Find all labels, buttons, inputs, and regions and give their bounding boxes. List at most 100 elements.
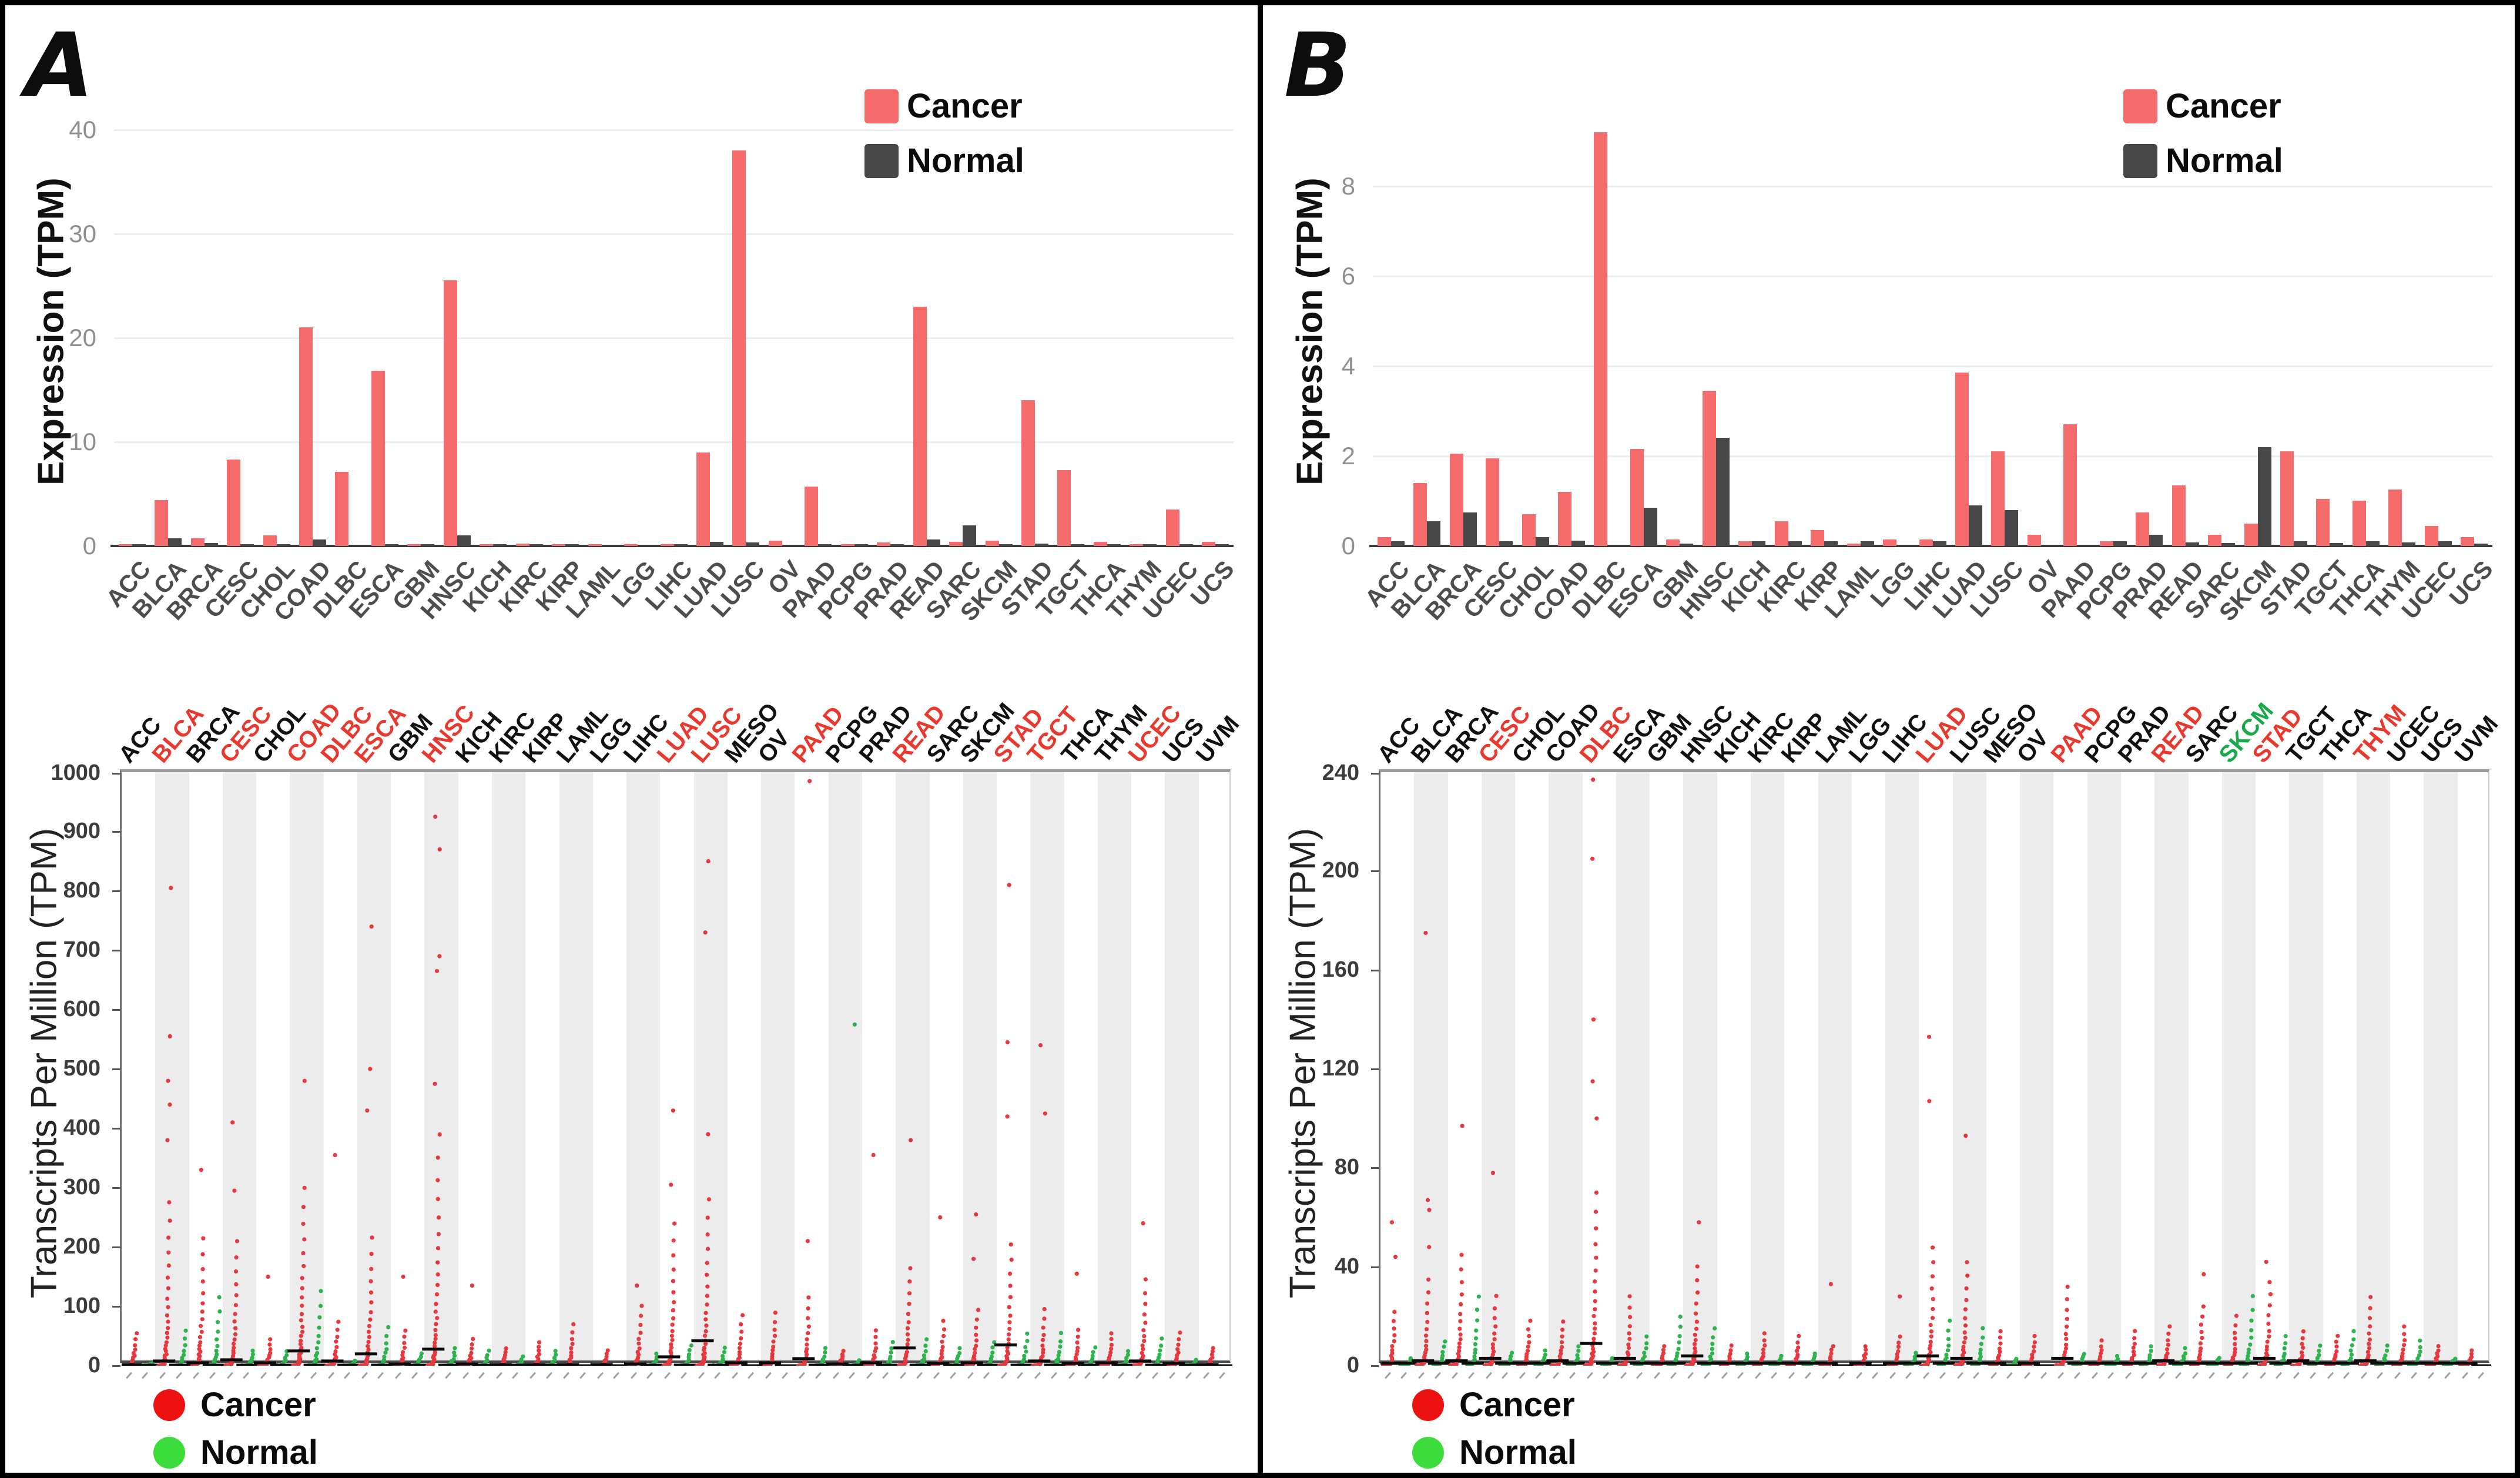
sample-size-tick [545,1372,552,1379]
panel-a-tpm-strip-chart: 0 100 200 300 400 500 600 700 800 900 1000 [51,760,1232,1378]
normal-bar-STAD [1035,544,1049,546]
cancer-median-bar-UVM [1196,1363,1219,1366]
cancer-dot-ESCA [1627,1336,1632,1341]
cancer-dot-BRCA [201,1291,206,1296]
normal-dot-THYM [2385,1348,2390,1353]
normal-bar-KICH [1752,541,1766,546]
cancer-dot-TGCT [2300,1336,2305,1340]
normal-dot-SKCM [2248,1342,2253,1347]
normal-dot-ESCA [382,1355,387,1359]
cancer-median-bar-UCEC [1129,1359,1152,1363]
cancer-dot-SARC [2200,1336,2204,1340]
cancer-dot-BLCA [165,1275,170,1280]
cancer-outlier-CESC [230,1120,235,1125]
sample-size-tick [2159,1372,2166,1379]
cancer-outlier-LUSC [706,1132,711,1137]
normal-bar-PRAD [2149,534,2163,546]
cancer-dot-LIHC [638,1322,643,1328]
normal-median-bar-UCS [2437,1362,2460,1365]
cancer-dot-BRCA [1459,1292,1464,1297]
normal-dot-LUAD [1946,1343,1951,1348]
cancer-dot-PAAD [2064,1336,2069,1341]
cancer-bar-PAAD [805,487,819,546]
cancer-dot-THYM [1109,1331,1114,1336]
cancer-dot-ACC [1392,1326,1396,1331]
sample-size-tick [1654,1372,1661,1379]
cancer-dot-LUSC [705,1232,710,1237]
normal-median-bar-LUSC [1966,1362,1989,1365]
y-axis-tick-label: 2 [1341,441,1355,470]
normal-dot-ESCA [1644,1334,1649,1339]
cancer-outlier-BLCA [1427,1245,1432,1249]
normal-bar-UCS [1215,544,1229,546]
cancer-dot-HNSC [435,1155,440,1160]
cancer-dot-LUSC [1963,1307,1968,1312]
sample-size-tick [646,1372,654,1379]
cancer-dot-GBM [402,1345,407,1350]
cancer-dot-KICH [469,1346,474,1351]
cancer-dot-ESCA [1627,1294,1632,1299]
cancer-bar-KIRP [1811,530,1825,546]
sample-size-tick [900,1372,907,1379]
normal-median-bar-CHOL [1529,1362,1551,1365]
cancer-dot-STAD [1008,1271,1013,1276]
normal-bar-READ [2185,542,2199,546]
cancer-dot-LUSC [703,1317,708,1322]
cancer-dot-HNSC [432,1343,437,1348]
cancer-bar-SARC [949,541,963,546]
normal-dot-HNSC [453,1346,457,1350]
normal-median-bar-STAD [2269,1362,2292,1365]
sample-size-tick [1384,1372,1391,1379]
normal-dot-ESCA [384,1333,389,1338]
cancer-dot-THYM [2365,1350,2370,1355]
column-stripe-KIRC [1751,772,1785,1360]
cancer-dot-KICH [1728,1352,1732,1356]
cancer-dot-COAD [300,1325,305,1329]
normal-bar-TGCT [2330,543,2344,546]
cancer-bar-STAD [2280,451,2294,546]
cancer-bar-DLBC [335,472,349,546]
cancer-dot-COAD [299,1339,303,1343]
y-axis-tick-mark [1371,870,1379,873]
normal-dot-COAD [1575,1353,1580,1358]
normal-dot-PRAD [889,1350,893,1355]
normal-dot-BLCA [1440,1353,1445,1358]
cancer-dot-ACC [1390,1348,1395,1353]
column-stripe-TGCT [1030,772,1064,1360]
cancer-dot-READ [2166,1331,2171,1336]
normal-dot-UCS [1194,1358,1198,1362]
cancer-dot-BLCA [166,1263,171,1268]
cancer-bar-PRAD [877,542,891,546]
sample-size-tick [1923,1372,1930,1379]
cancer-dot-ACC [133,1343,138,1348]
sample-size-tick [1118,1372,1125,1379]
normal-median-bar-ESCA [1630,1362,1653,1365]
cancer-dot-LGG [604,1352,609,1356]
sample-size-tick [1788,1372,1795,1379]
normal-dot-THCA [1090,1353,1095,1358]
y-axis-tick-label: 8 [1341,172,1355,200]
column-stripe-UCS [2424,772,2458,1360]
cancer-dot-LUSC [703,1342,708,1346]
normal-bar-BLCA [1427,521,1441,546]
sample-size-tick [444,1372,451,1379]
cancer-dot-COAD [1560,1328,1565,1332]
cancer-dot-GBM [1661,1351,1666,1356]
normal-dot-KIRC [521,1354,525,1359]
cancer-dot-CESC [1490,1346,1495,1350]
normal-median-bar-MESO [741,1364,764,1366]
cancer-dot-LUAD [1930,1274,1935,1279]
cancer-bar-LUSC [732,150,746,546]
cancer-dot-SKCM [2233,1336,2237,1340]
cancer-bar-OV [768,541,782,546]
cancer-median-bar-PCPG [2085,1362,2107,1365]
normal-bar-THYM [1143,544,1157,546]
cancer-dot-LGG [1864,1352,1868,1356]
cancer-dot-LUAD [670,1322,675,1327]
normal-median-bar-KIRP [539,1363,562,1366]
normal-median-bar-GBM [1663,1362,1686,1365]
normal-dot-ESCA [1644,1346,1648,1350]
cancer-outlier-HNSC [433,1081,437,1086]
cancer-dot-OV [773,1333,778,1338]
cancer-dot-COAD [301,1205,306,1209]
